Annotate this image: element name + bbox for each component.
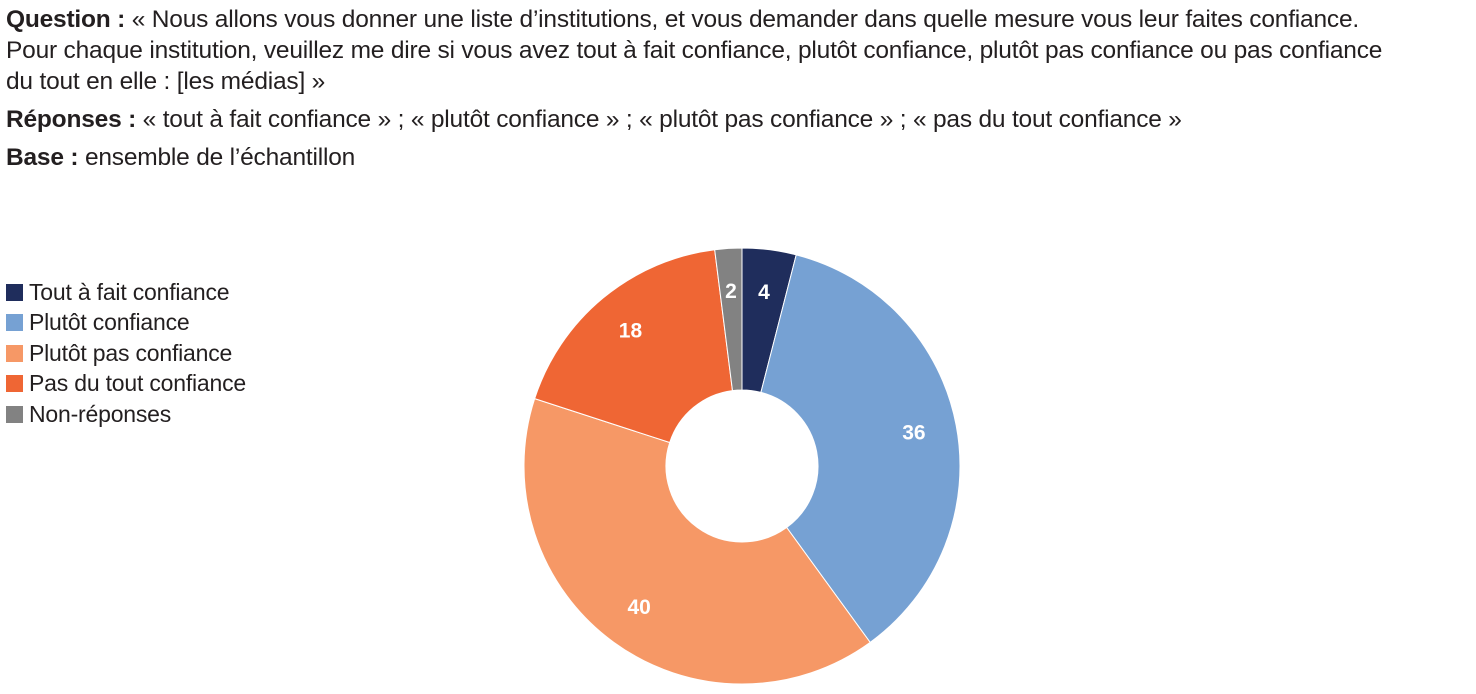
legend-item: Plutôt confiance xyxy=(6,308,246,339)
question-line-3: du tout en elle : [les médias] » xyxy=(6,66,1472,97)
legend-swatch xyxy=(6,344,23,362)
slice-value-label: 36 xyxy=(902,422,925,445)
question-line-2: Pour chaque institution, veuillez me dir… xyxy=(6,35,1472,66)
base-line: Base : ensemble de l’échantillon xyxy=(6,142,1472,173)
legend-item: Non-réponses xyxy=(6,399,246,430)
legend-item: Pas du tout confiance xyxy=(6,369,246,400)
question-text-2: Pour chaque institution, veuillez me dir… xyxy=(6,37,1383,64)
donut-slice xyxy=(714,247,743,392)
legend-swatch xyxy=(6,283,23,301)
responses-label: Réponses : xyxy=(6,106,137,133)
chart-header: Question : « Nous allons vous donner une… xyxy=(6,4,1472,173)
responses-text: « tout à fait confiance » ; « plutôt con… xyxy=(142,106,1182,133)
question-label: Question : xyxy=(6,6,126,33)
donut-slice xyxy=(523,398,871,685)
legend-item: Plutôt pas confiance xyxy=(6,338,246,369)
legend-swatch xyxy=(6,375,23,393)
donut-slice xyxy=(534,249,734,444)
question-line-1: Question : « Nous allons vous donner une… xyxy=(6,4,1472,35)
legend-label: Non-réponses xyxy=(29,400,172,427)
legend-swatch xyxy=(6,314,23,332)
legend-label: Tout à fait confiance xyxy=(29,278,230,305)
legend-label: Pas du tout confiance xyxy=(29,370,247,397)
base-text: ensemble de l’échantillon xyxy=(84,144,356,171)
donut-chart: 4 36 40 18 2 xyxy=(523,247,961,685)
legend-label: Plutôt confiance xyxy=(29,309,190,336)
question-text-1: « Nous allons vous donner une liste d’in… xyxy=(131,6,1359,33)
base-label: Base : xyxy=(6,144,79,171)
question-text-3: du tout en elle : [les médias] » xyxy=(6,68,326,95)
slice-value-label: 40 xyxy=(627,596,650,619)
chart-legend: Tout à fait confiance Plutôt confiance Plu… xyxy=(6,277,246,430)
slice-value-label: 18 xyxy=(619,320,643,343)
donut-slice xyxy=(760,254,961,644)
legend-label: Plutôt pas confiance xyxy=(29,339,233,366)
slice-value-label: 2 xyxy=(725,280,737,303)
responses-line: Réponses : « tout à fait confiance » ; «… xyxy=(6,104,1472,135)
legend-item: Tout à fait confiance xyxy=(6,277,246,308)
legend-swatch xyxy=(6,405,23,423)
slice-value-label: 4 xyxy=(758,281,770,304)
